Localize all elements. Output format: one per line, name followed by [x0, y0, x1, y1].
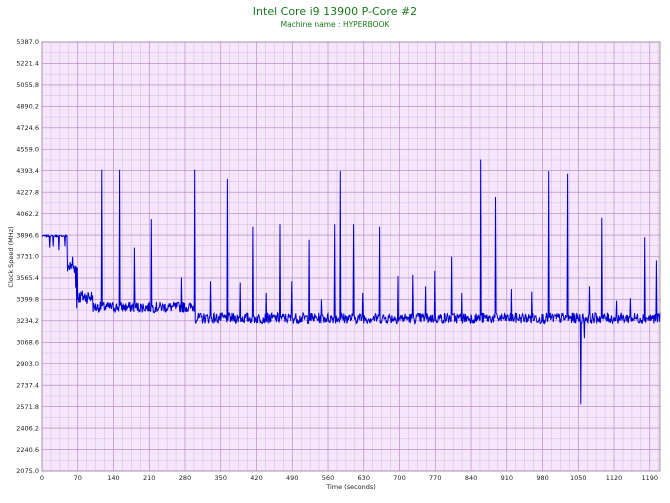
x-tick-label: 1190: [642, 474, 659, 482]
y-tick-label: 2571.8: [16, 403, 39, 411]
y-axis-label: Clock Speed (MHz): [7, 226, 15, 287]
x-axis-label: Time (seconds): [325, 483, 376, 491]
y-tick-label: 2406.2: [16, 424, 39, 432]
chart-subtitle: Machine name : HYPERBOOK: [280, 20, 390, 29]
y-tick-label: 2903.0: [16, 360, 39, 368]
y-tick-label: 2737.4: [16, 381, 39, 389]
y-tick-label: 3399.8: [16, 296, 39, 304]
x-tick-label: 140: [107, 474, 119, 482]
x-tick-label: 1120: [606, 474, 623, 482]
y-tick-label: 5221.4: [16, 60, 39, 68]
x-tick-label: 210: [143, 474, 155, 482]
major-grid: [41, 41, 660, 472]
y-tick-label: 2240.6: [16, 446, 39, 454]
x-tick-label: 490: [286, 474, 298, 482]
y-tick-label: 5055.8: [16, 81, 39, 89]
x-tick-label: 350: [215, 474, 227, 482]
y-tick-label: 3234.2: [16, 317, 39, 325]
clock-speed-series-line: [41, 159, 661, 405]
y-tick-label: 4393.4: [16, 167, 39, 175]
x-tick-label: 420: [250, 474, 262, 482]
x-tick-label: 0: [40, 474, 44, 482]
x-tick-label: 1050: [570, 474, 587, 482]
y-axis-ticks: 2075.0 2240.6 2406.2 2571.8 2737.4 2903.0 3068…: [16, 38, 39, 475]
y-tick-label: 3068.6: [16, 339, 39, 347]
x-tick-label: 560: [322, 474, 334, 482]
chart-title: Intel Core i9 13900 P-Core #2: [252, 5, 418, 18]
x-tick-label: 910: [501, 474, 513, 482]
x-axis-ticks: 0 70 140 210 280 350 420 490 560 630 700 770 840 910 9…: [40, 474, 658, 482]
x-tick-label: 70: [74, 474, 82, 482]
y-tick-label: 4227.8: [16, 188, 39, 196]
y-tick-label: 4559.0: [16, 145, 39, 153]
x-tick-label: 630: [358, 474, 370, 482]
x-tick-label: 840: [465, 474, 477, 482]
y-tick-label: 5387.0: [16, 38, 39, 46]
x-tick-label: 980: [536, 474, 548, 482]
y-tick-label: 3896.6: [16, 231, 39, 239]
x-tick-label: 280: [179, 474, 191, 482]
y-tick-label: 4062.2: [16, 210, 39, 218]
x-tick-label: 700: [393, 474, 405, 482]
y-tick-label: 4724.6: [16, 124, 39, 132]
x-tick-label: 770: [429, 474, 441, 482]
y-tick-label: 2075.0: [16, 467, 39, 475]
y-tick-label: 4890.2: [16, 103, 39, 111]
y-tick-label: 3731.0: [16, 253, 39, 261]
y-tick-label: 3565.4: [16, 274, 39, 282]
